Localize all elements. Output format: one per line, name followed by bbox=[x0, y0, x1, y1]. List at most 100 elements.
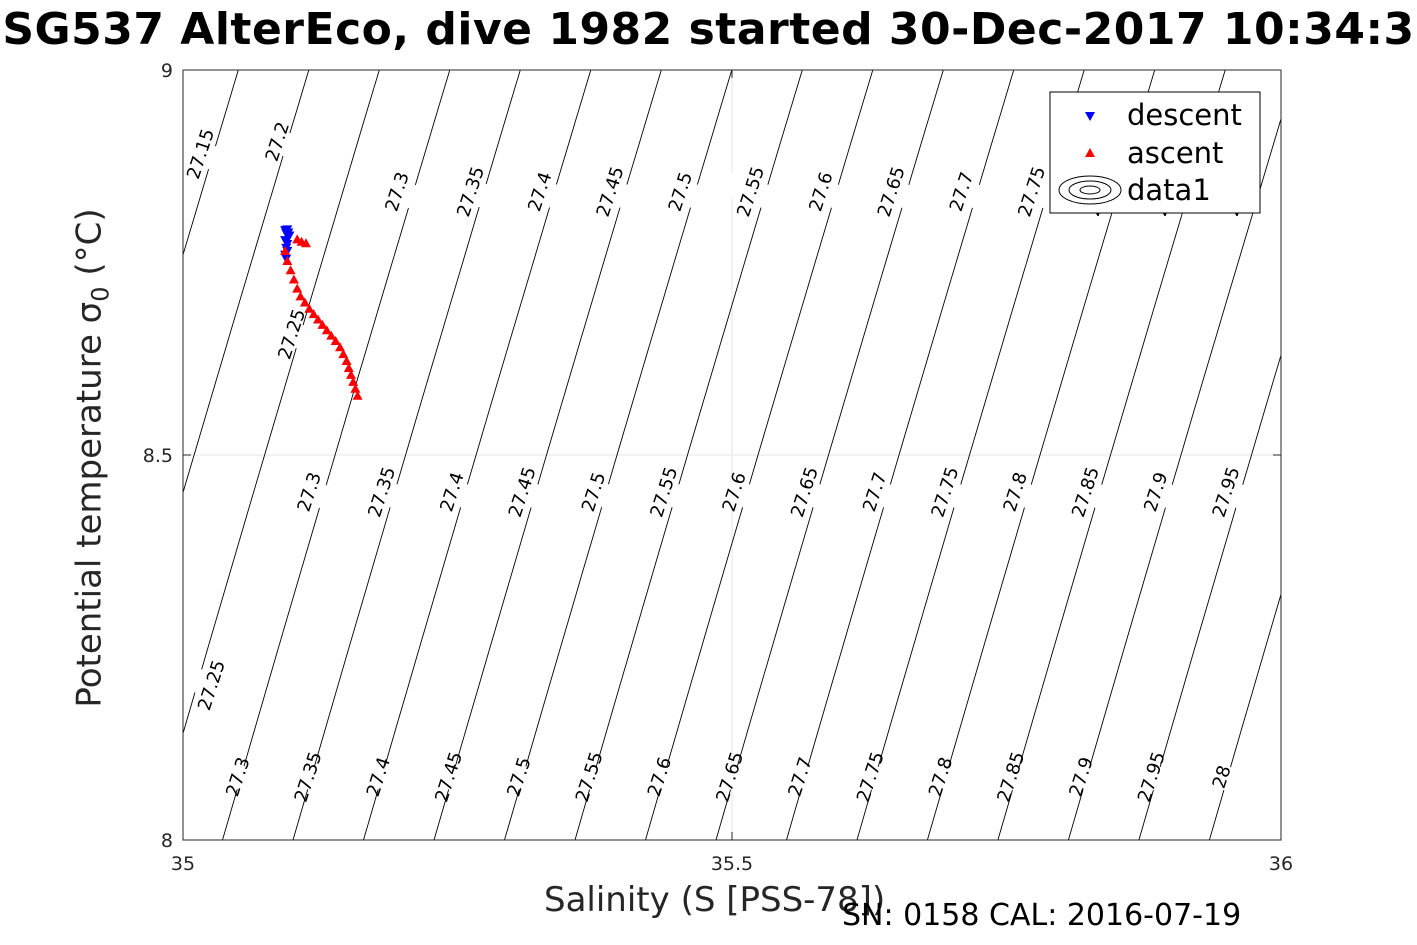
contour-label-background bbox=[718, 170, 783, 213]
contour-label-background bbox=[838, 756, 903, 798]
descent-point bbox=[284, 231, 295, 241]
isopycnal-line bbox=[183, 70, 239, 257]
isopycnal-line bbox=[1208, 592, 1281, 840]
contour-label-background bbox=[557, 756, 622, 798]
contour-label-background bbox=[490, 471, 555, 513]
contour-label-background bbox=[842, 471, 907, 513]
y-axis-label-unit: (°C) bbox=[69, 208, 110, 287]
contour-label-background bbox=[772, 471, 837, 513]
ascent-point bbox=[345, 369, 356, 379]
legend: descent ascent data1 bbox=[1049, 91, 1261, 214]
contour-label-background bbox=[507, 170, 573, 213]
contour-label-background bbox=[697, 756, 763, 798]
ascent-point bbox=[335, 342, 346, 352]
x-tick-label: 36 bbox=[1269, 853, 1293, 875]
ascent-point bbox=[285, 265, 296, 275]
ascent-point bbox=[308, 309, 319, 319]
contour-label-background bbox=[349, 471, 414, 513]
contour-label-background bbox=[978, 756, 1044, 798]
contour-label-background bbox=[486, 756, 552, 798]
contour-label-background bbox=[205, 756, 271, 798]
contour-label-background bbox=[168, 133, 233, 175]
contour-label-background bbox=[419, 471, 485, 513]
contour-label-background bbox=[1189, 756, 1254, 798]
legend-data1-contour-icon bbox=[1058, 175, 1122, 205]
ascent-point bbox=[282, 255, 293, 265]
calibration-footer: SN: 0158 CAL: 2016-07-19 bbox=[842, 898, 1242, 933]
contour-label-background bbox=[858, 170, 924, 213]
contour-label-background bbox=[346, 756, 411, 798]
ascent-point bbox=[350, 383, 361, 393]
contour-label-background bbox=[561, 471, 626, 513]
y-tick-label: 8 bbox=[161, 830, 173, 852]
legend-descent-label: descent bbox=[1127, 98, 1242, 132]
ascent-point bbox=[288, 274, 299, 284]
ascent-point bbox=[295, 291, 306, 301]
y-axis-label-main: Potential temperature bbox=[69, 323, 110, 708]
contour-labels: 27.15 27.227.2527.2527.327.327.327.3527.3… bbox=[168, 119, 1259, 805]
contour-label-background bbox=[275, 756, 341, 798]
isopycnal-line bbox=[1138, 353, 1281, 840]
contour-label-background bbox=[631, 471, 697, 513]
contour-label-background bbox=[908, 756, 973, 798]
contour-label-background bbox=[983, 471, 1048, 513]
descent-point bbox=[280, 226, 291, 236]
y-tick-label: 8.5 bbox=[143, 445, 173, 467]
legend-ascent-marker bbox=[1085, 148, 1095, 157]
isopycnal-line bbox=[183, 70, 380, 736]
ascent-point bbox=[341, 356, 352, 366]
ascent-point bbox=[348, 376, 359, 386]
contour-label-background bbox=[912, 471, 978, 513]
x-tick-label: 35.5 bbox=[711, 853, 753, 875]
contour-label-background bbox=[627, 756, 692, 798]
y-axis-label: Potential temperature σ0 (°C) bbox=[70, 208, 115, 707]
ascent-point bbox=[343, 362, 354, 372]
contour-label-background bbox=[929, 170, 994, 213]
contour-label-background bbox=[416, 756, 481, 798]
ascent-point bbox=[292, 283, 303, 293]
isopycnal-line bbox=[183, 70, 310, 495]
ascent-point bbox=[321, 325, 332, 335]
y-axis-label-subscript: 0 bbox=[86, 286, 115, 302]
contour-label-background bbox=[701, 471, 767, 513]
data-points bbox=[280, 225, 363, 400]
contour-label-background bbox=[277, 471, 342, 513]
contour-label-background bbox=[1123, 471, 1189, 513]
contour-label-background bbox=[767, 756, 833, 798]
ascent-point bbox=[304, 303, 315, 313]
ascent-point bbox=[317, 319, 328, 329]
ascent-point bbox=[330, 336, 341, 346]
ascent-point bbox=[338, 349, 349, 359]
ascent-point bbox=[280, 245, 291, 255]
y-axis-label-sigma: σ bbox=[69, 301, 110, 324]
ascent-point bbox=[352, 390, 363, 400]
contour-label-background bbox=[364, 170, 430, 213]
contour-label-background bbox=[648, 170, 713, 213]
ascent-point bbox=[299, 297, 310, 307]
contour-label-background bbox=[999, 170, 1064, 213]
x-axis-label: Salinity (S [PSS-78]) bbox=[544, 880, 886, 920]
legend-ascent-label: ascent bbox=[1127, 136, 1223, 170]
legend-box bbox=[1049, 91, 1261, 214]
ascent-point bbox=[313, 314, 324, 324]
legend-data1-label: data1 bbox=[1127, 173, 1211, 207]
contour-label-background bbox=[245, 120, 310, 163]
contour-label-background bbox=[1053, 471, 1118, 513]
contour-label-background bbox=[179, 664, 244, 706]
axis-ticks: 35 35.5 36 8 8.5 9 bbox=[143, 60, 1293, 875]
contour-label-background bbox=[438, 170, 503, 213]
contour-label-background bbox=[1048, 756, 1114, 798]
ascent-point bbox=[326, 330, 337, 340]
y-tick-label: 9 bbox=[161, 60, 173, 82]
ascent-point bbox=[300, 238, 311, 248]
contour-label-background bbox=[788, 170, 854, 213]
contour-label-background bbox=[1193, 471, 1259, 513]
x-tick-label: 35 bbox=[171, 853, 195, 875]
contour-label-background bbox=[1119, 756, 1184, 798]
grid bbox=[183, 70, 1281, 840]
contour-label-background bbox=[259, 313, 324, 355]
legend-descent-marker bbox=[1085, 112, 1095, 121]
contour-label-background bbox=[577, 170, 643, 213]
chart-title: SG537 AlterEco, dive 1982 started 30-Dec… bbox=[2, 4, 1415, 55]
